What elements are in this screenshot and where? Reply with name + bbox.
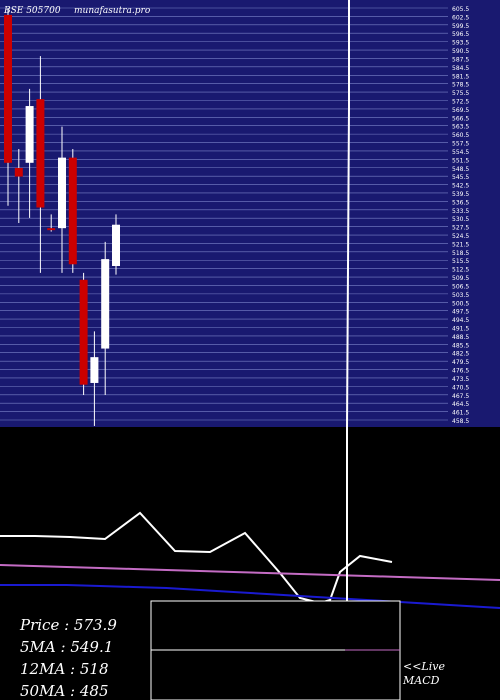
y-tick-label: 605.5 (452, 6, 469, 13)
y-tick-label: 458.5 (452, 418, 469, 425)
ma-pink-line (0, 564, 500, 581)
y-tick-label: 515.5 (452, 258, 469, 265)
y-tick-label: 476.5 (452, 368, 469, 375)
y-tick-label: 533.5 (452, 208, 469, 215)
candle-body (58, 157, 66, 229)
y-tick-label: 548.5 (452, 166, 469, 173)
y-tick-label: 488.5 (452, 334, 469, 341)
y-tick-label: 557.5 (452, 141, 469, 148)
y-tick-label: 593.5 (452, 40, 469, 47)
live-macd-link-label[interactable]: MACD (402, 674, 440, 687)
y-tick-label: 506.5 (452, 283, 469, 290)
stat-50ma: 50MA : 485 (20, 682, 109, 700)
candle-body (25, 106, 34, 163)
indicator-lines (0, 511, 500, 609)
y-tick-label: 536.5 (452, 199, 469, 206)
y-tick-label: 524.5 (452, 233, 469, 240)
y-tick-label: 599.5 (452, 23, 469, 30)
y-tick-label: 587.5 (452, 56, 469, 63)
y-tick-label: 482.5 (452, 351, 469, 358)
y-tick-label: 521.5 (452, 241, 469, 248)
y-tick-label: 473.5 (452, 376, 469, 383)
stat-12ma: 12MA : 518 (20, 660, 109, 678)
y-tick-label: 491.5 (452, 326, 469, 333)
ma-blue-line (0, 584, 500, 609)
candle-body (112, 224, 120, 266)
y-tick-label: 569.5 (452, 107, 469, 114)
y-tick-label: 527.5 (452, 225, 469, 232)
candle-body (101, 259, 110, 349)
spike-line-mid (346, 107, 350, 428)
y-tick-label: 518.5 (452, 250, 469, 257)
stat-price: Price : 573.9 (19, 616, 117, 634)
y-tick-label: 464.5 (452, 401, 469, 408)
y-tick-label: 479.5 (452, 359, 469, 366)
y-tick-label: 467.5 (452, 393, 469, 400)
y-tick-label: 497.5 (452, 309, 469, 316)
y-tick-label: 461.5 (452, 410, 469, 417)
y-tick-label: 590.5 (452, 48, 469, 55)
candles (4, 8, 120, 426)
candle-body (79, 279, 88, 385)
y-tick-label: 503.5 (452, 292, 469, 299)
y-tick-label: 596.5 (452, 31, 469, 38)
y-tick-label: 542.5 (452, 183, 469, 190)
y-tick-label: 530.5 (452, 216, 469, 223)
price-line (0, 511, 393, 605)
y-tick-label: 470.5 (452, 384, 469, 391)
live-macd-link[interactable]: <<Live (403, 660, 445, 673)
candle-body (47, 228, 56, 231)
y-tick-label: 512.5 (452, 267, 469, 274)
candle-body (14, 167, 23, 177)
y-tick-label: 572.5 (452, 98, 469, 105)
y-tick-label: 560.5 (452, 132, 469, 139)
y-tick-label: 539.5 (452, 191, 469, 198)
chart-title: BSE 505700 (3, 6, 61, 16)
y-tick-label: 485.5 (452, 342, 469, 349)
y-tick-label: 551.5 (452, 157, 469, 164)
stat-5ma: 5MA : 549.1 (20, 638, 113, 656)
y-tick-label: 575.5 (452, 90, 469, 97)
y-tick-label: 545.5 (452, 174, 469, 181)
y-tick-label: 578.5 (452, 82, 469, 89)
candle-body (90, 357, 99, 383)
y-tick-label: 563.5 (452, 124, 469, 131)
grid-lines (0, 7, 448, 421)
y-tick-label: 584.5 (452, 65, 469, 72)
y-tick-label: 602.5 (452, 14, 469, 21)
y-tick-label: 581.5 (452, 73, 469, 80)
watermark: munafasutra.pro (74, 6, 151, 16)
candle-body (36, 99, 45, 208)
y-tick-label: 500.5 (452, 300, 469, 307)
y-tick-label: 566.5 (452, 115, 469, 122)
y-tick-label: 554.5 (452, 149, 469, 156)
y-tick-label: 494.5 (452, 317, 469, 324)
candle-body (4, 14, 12, 163)
y-tick-label: 509.5 (452, 275, 469, 282)
candle-body (68, 157, 77, 265)
